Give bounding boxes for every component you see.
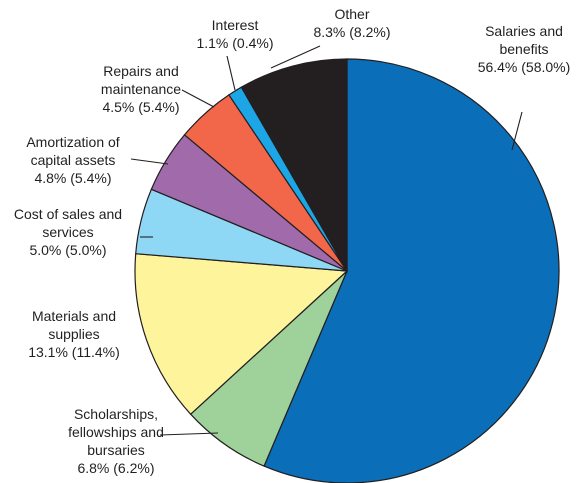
- leader-line-amortization-of-capital-assets: [130, 158, 169, 165]
- slice-name-line: bursaries: [87, 442, 145, 458]
- slice-value-label: 8.3% (8.2%): [313, 24, 390, 40]
- slice-name-line: fellowships and: [68, 424, 164, 440]
- slice-name-line: Cost of sales and: [14, 206, 122, 222]
- slice-value-label: 4.5% (5.4%): [102, 99, 179, 115]
- leader-line-salaries-and-benefits: [511, 111, 523, 151]
- leader-line-scholarships-fellowships-and-bursaries: [159, 432, 219, 436]
- slice-value-label: 4.8% (5.4%): [34, 170, 111, 186]
- slice-label-cost-of-sales-and-services: Cost of sales and services 5.0% (5.0%): [14, 206, 122, 258]
- slice-label-interest: Interest 1.1% (0.4%): [196, 17, 273, 51]
- pie-slice-other: [240, 58, 348, 274]
- slice-label-repairs-and-maintenance: Repairs and maintenance 4.5% (5.4%): [101, 63, 181, 115]
- slice-name-line: Materials and: [32, 308, 116, 324]
- slice-name-line: benefits: [499, 41, 548, 57]
- slice-label-materials-and-supplies: Materials and supplies 13.1% (11.4%): [28, 308, 120, 360]
- leader-line-repairs-and-maintenance: [181, 89, 215, 108]
- pie-slices: [134, 58, 560, 483]
- slice-label-other: Other 8.3% (8.2%): [313, 6, 390, 40]
- slice-name-line: maintenance: [101, 81, 181, 97]
- leader-line-interest: [226, 55, 236, 91]
- slice-value-label: 56.4% (58.0%): [478, 59, 571, 75]
- slice-name-line: Scholarships,: [74, 406, 158, 422]
- slice-value-label: 6.8% (6.2%): [77, 460, 154, 476]
- slice-label-salaries-and-benefits: Salaries and benefits 56.4% (58.0%): [478, 23, 571, 75]
- slice-name-line: Repairs and: [103, 63, 179, 79]
- slice-label-amortization-of-capital-assets: Amortization of capital assets 4.8% (5.4%): [26, 134, 119, 186]
- slice-name-line: services: [42, 224, 93, 240]
- pie-slice-salaries-and-benefits: [263, 58, 560, 483]
- slice-value-label: 5.0% (5.0%): [29, 242, 106, 258]
- slice-name-line: Other: [334, 6, 369, 22]
- leader-line-other: [270, 45, 321, 69]
- leader-lines: [130, 45, 523, 436]
- pie-slice-materials-and-supplies: [134, 253, 349, 416]
- slice-value-label: 1.1% (0.4%): [196, 35, 273, 51]
- slice-label-scholarships-fellowships-and-bursaries: Scholarships, fellowships and bursaries 6.8…: [68, 406, 164, 476]
- slice-name-line: capital assets: [31, 152, 116, 168]
- slice-value-label: 13.1% (11.4%): [28, 344, 120, 360]
- slice-name-line: Interest: [212, 17, 259, 33]
- slice-labels: Salaries and benefits 56.4% (58.0%) Scholar…: [14, 6, 570, 476]
- slice-name-line: Amortization of: [26, 134, 119, 150]
- slice-name-line: Salaries and: [485, 23, 563, 39]
- slice-name-line: supplies: [48, 326, 99, 342]
